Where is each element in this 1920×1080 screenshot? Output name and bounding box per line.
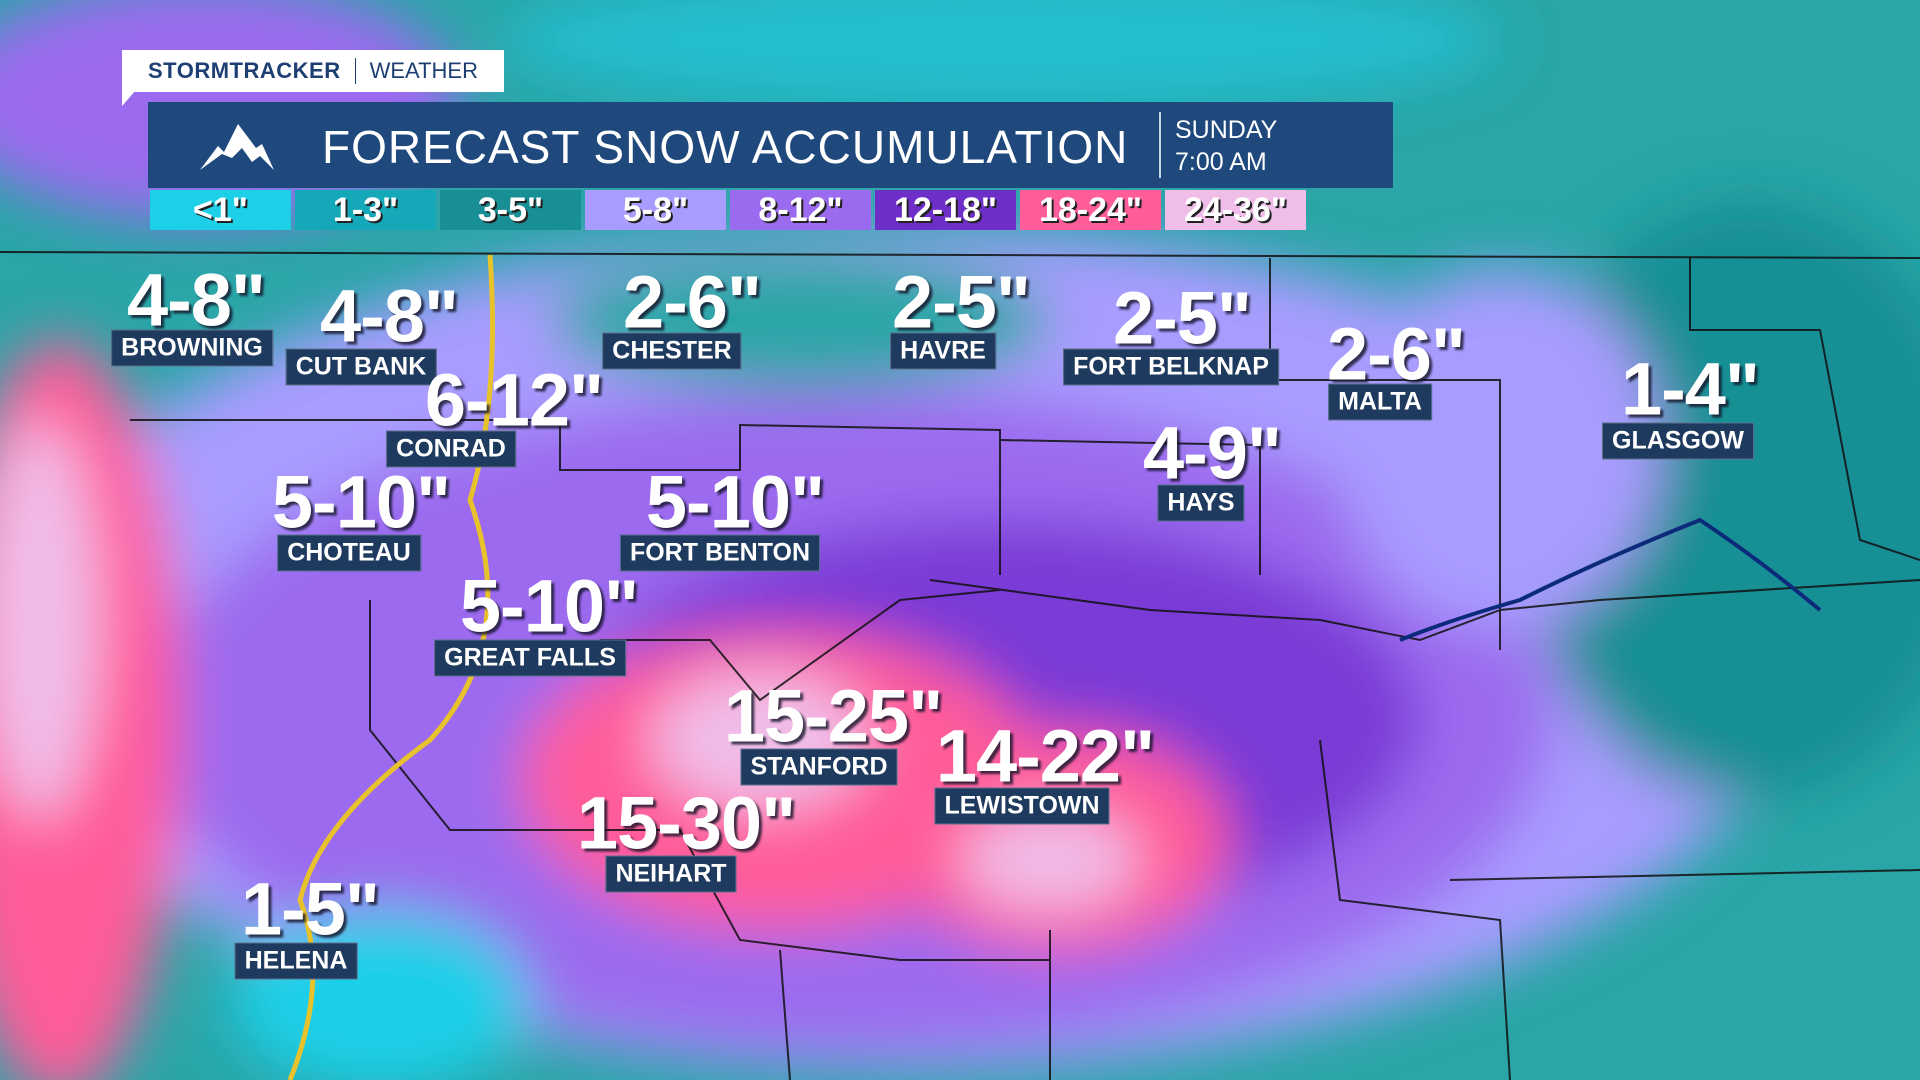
legend-item: <1"	[150, 190, 291, 230]
snow-amount: 2-5"	[1112, 276, 1252, 360]
snow-amount: 5-10"	[459, 564, 639, 648]
snow-amount: 2-5"	[891, 260, 1031, 344]
brand-logo: STORMTRACKER WEATHER	[122, 50, 504, 92]
city-label: HAYS	[1157, 484, 1245, 522]
forecast-day: SUNDAY	[1175, 116, 1278, 144]
city-label: MALTA	[1328, 383, 1432, 421]
brand-tail	[122, 90, 136, 106]
snow-legend: <1" 1-3" 3-5" 5-8" 8-12" 12-18" 18-24" 24-36"	[150, 190, 1306, 230]
legend-item: 8-12"	[730, 190, 871, 230]
snow-amount: 2-6"	[1326, 312, 1466, 396]
city-label: CHOTEAU	[277, 534, 421, 572]
city-label: GREAT FALLS	[434, 639, 626, 677]
snow-amount: 4-8"	[319, 274, 459, 358]
legend-item: 18-24"	[1020, 190, 1161, 230]
city-label: FORT BELKNAP	[1063, 348, 1279, 386]
city-label: HELENA	[234, 942, 358, 980]
legend-item: 5-8"	[585, 190, 726, 230]
city-label: GLASGOW	[1602, 422, 1754, 460]
snow-amount: 1-4"	[1620, 347, 1760, 431]
legend-item: 3-5"	[440, 190, 581, 230]
city-label: BROWNING	[111, 329, 273, 367]
snow-amount: 5-10"	[645, 460, 825, 544]
snow-amount: 4-8"	[126, 258, 266, 342]
city-label: CUT BANK	[285, 348, 437, 386]
brand-name: STORMTRACKER	[148, 58, 341, 83]
brand-divider	[354, 58, 356, 84]
forecast-time: SUNDAY 7:00 AM	[1175, 114, 1277, 178]
city-label: HAVRE	[890, 332, 996, 370]
city-label: CONRAD	[386, 430, 516, 468]
city-label: FORT BENTON	[619, 534, 821, 572]
snow-amount: 6-12"	[424, 358, 604, 442]
snow-amount: 4-9"	[1142, 411, 1282, 495]
city-label: LEWISTOWN	[934, 787, 1110, 825]
snow-amount: 1-5"	[240, 867, 380, 951]
title-banner: FORECAST SNOW ACCUMULATION SUNDAY 7:00 A…	[148, 102, 1393, 188]
snow-amount: 14-22"	[935, 714, 1155, 798]
header-divider	[1159, 112, 1161, 178]
city-label: CHESTER	[602, 332, 742, 370]
city-label: NEIHART	[605, 855, 737, 893]
legend-item: 1-3"	[295, 190, 436, 230]
legend-item: 12-18"	[875, 190, 1016, 230]
city-label: STANFORD	[740, 748, 898, 786]
page-title: FORECAST SNOW ACCUMULATION	[322, 121, 1129, 173]
legend-item: 24-36"	[1165, 190, 1306, 230]
snow-amount: 15-25"	[723, 674, 943, 758]
snow-amount: 5-10"	[271, 460, 451, 544]
forecast-hour: 7:00 AM	[1175, 148, 1267, 176]
brand-sub: WEATHER	[369, 58, 478, 83]
mountain-icon	[200, 124, 274, 170]
snow-amount: 15-30"	[576, 781, 796, 865]
snow-amount: 2-6"	[622, 260, 762, 344]
